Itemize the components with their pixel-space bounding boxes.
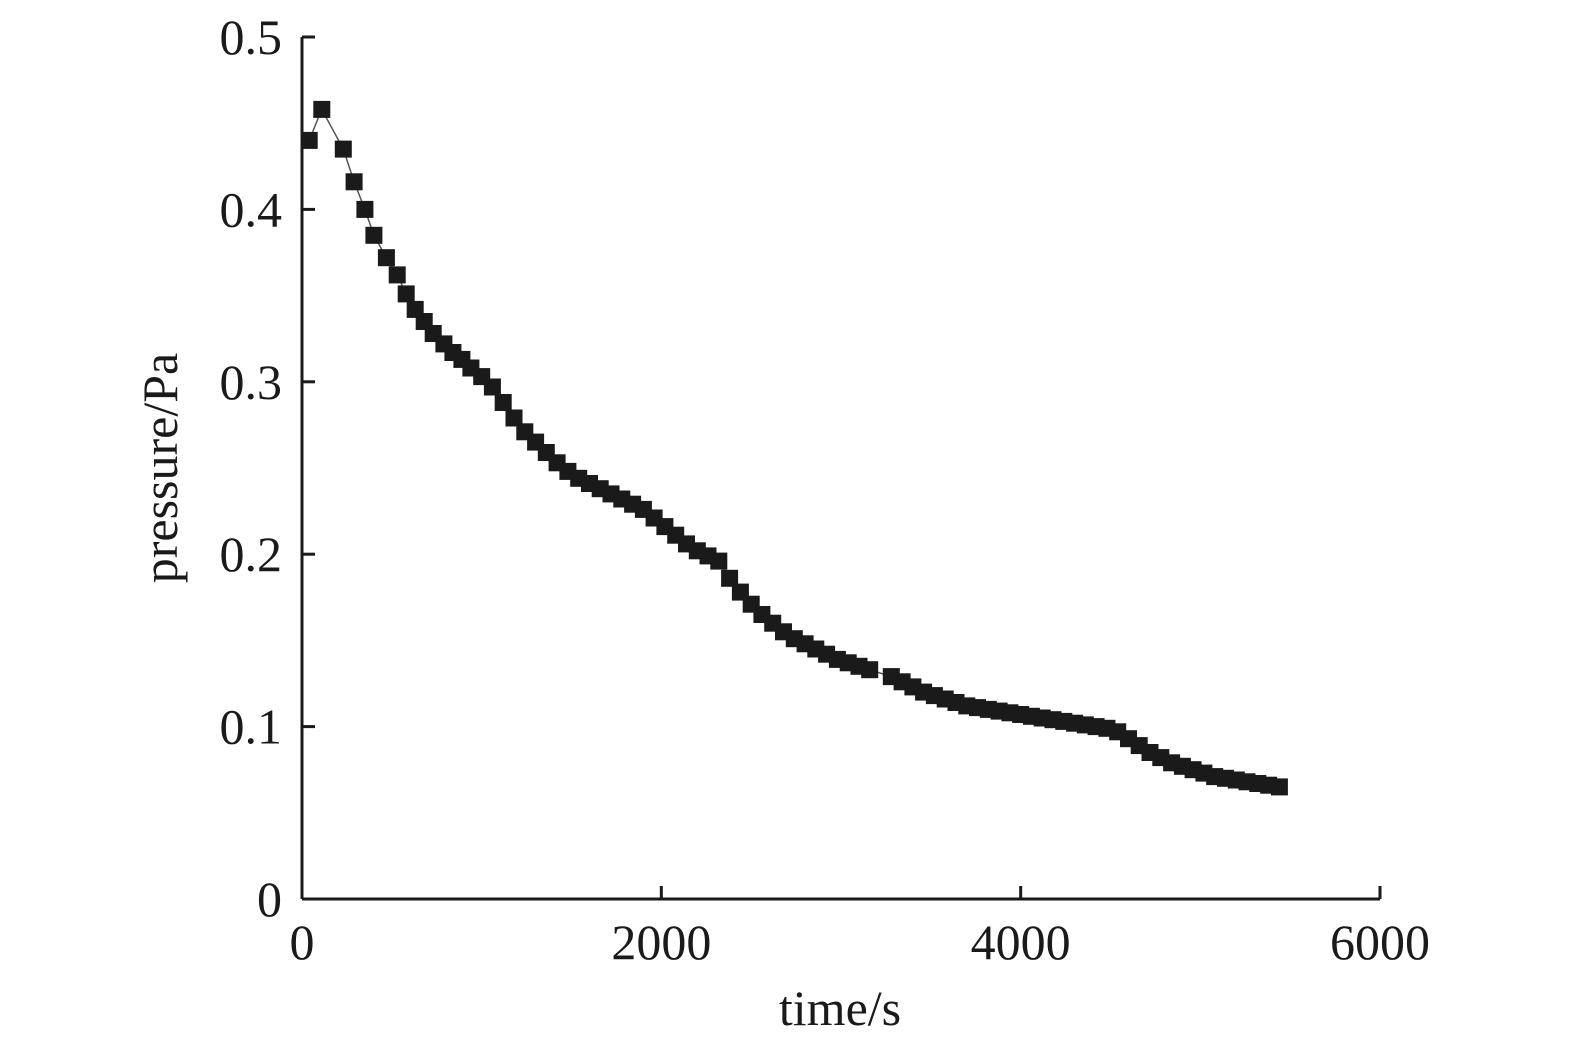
y-tick-label: 0.3 xyxy=(220,354,283,410)
y-tick-label: 0.4 xyxy=(220,181,283,237)
data-point-marker xyxy=(505,409,523,427)
axes xyxy=(300,37,1380,901)
data-point-marker xyxy=(721,569,739,587)
ticks: 0 2000 4000 6000 0 0.1 0.2 0.3 0.4 0.5 xyxy=(220,9,1431,970)
data-point-marker xyxy=(345,173,363,191)
data-point-marker xyxy=(710,552,728,570)
data-point-marker xyxy=(397,285,415,303)
data-point-marker xyxy=(388,266,406,284)
series-layer xyxy=(300,100,1288,796)
y-tick-label: 0.2 xyxy=(220,526,283,582)
data-point-marker xyxy=(334,140,352,158)
data-point-marker xyxy=(300,131,318,149)
y-tick-label: 0.5 xyxy=(220,9,283,65)
y-tick-label: 0.1 xyxy=(220,699,283,755)
x-axis-label: time/s xyxy=(779,980,901,1036)
data-point-marker xyxy=(861,661,879,679)
data-point-marker xyxy=(356,200,374,218)
series-line xyxy=(308,107,1280,788)
y-tick-label: 0 xyxy=(257,871,282,927)
x-tick-label: 4000 xyxy=(971,914,1071,970)
y-axis-label: pressure/Pa xyxy=(132,353,188,584)
data-point-marker xyxy=(1270,778,1288,796)
data-point-marker xyxy=(377,249,395,267)
x-tick-label: 2000 xyxy=(611,914,711,970)
x-tick-label: 6000 xyxy=(1330,914,1430,970)
data-point-marker xyxy=(494,394,512,411)
x-tick-label: 0 xyxy=(290,914,315,970)
data-point-marker xyxy=(365,226,383,244)
data-point-marker xyxy=(483,378,501,396)
data-point-marker xyxy=(313,100,331,118)
